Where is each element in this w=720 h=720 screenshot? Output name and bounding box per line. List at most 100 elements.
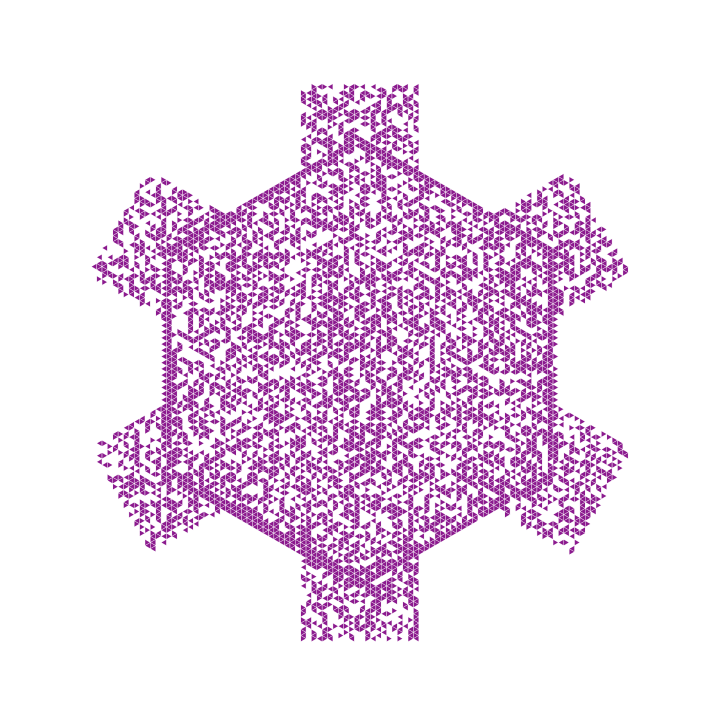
- lattice-triangle: [370, 154, 377, 162]
- lattice-triangle: [300, 256, 307, 264]
- lattice-triangle: [289, 306, 296, 314]
- lattice-triangle: [450, 427, 457, 435]
- lattice-triangle: [316, 210, 323, 218]
- lattice-triangle: [284, 343, 291, 351]
- lattice-triangle: [128, 464, 135, 472]
- lattice-triangle: [472, 337, 479, 345]
- lattice-triangle: [316, 148, 323, 156]
- lattice-triangle: [278, 418, 286, 426]
- lattice-triangle: [117, 430, 124, 438]
- lattice-triangle: [187, 294, 194, 302]
- lattice-triangle: [155, 486, 162, 494]
- lattice-triangle: [483, 219, 490, 227]
- lattice-triangle: [182, 269, 189, 277]
- lattice-triangle: [418, 480, 425, 488]
- lattice-triangle: [203, 501, 210, 509]
- lattice-triangle: [160, 232, 167, 240]
- lattice-triangle: [305, 601, 312, 608]
- lattice-triangle: [429, 188, 436, 196]
- lattice-triangle: [230, 458, 237, 466]
- lattice-triangle: [439, 365, 446, 373]
- lattice-triangle: [278, 517, 286, 525]
- lattice-triangle: [284, 415, 291, 422]
- lattice-triangle: [370, 244, 377, 252]
- lattice-triangle: [338, 111, 345, 119]
- lattice-triangle: [370, 101, 377, 109]
- lattice-triangle: [262, 312, 269, 320]
- lattice-triangle: [107, 449, 114, 457]
- lattice-triangle: [375, 483, 382, 491]
- lattice-triangle: [402, 179, 409, 187]
- lattice-triangle: [337, 157, 344, 165]
- lattice-triangle: [472, 325, 479, 333]
- lattice-triangle: [252, 284, 259, 292]
- lattice-triangle: [402, 294, 409, 302]
- lattice-triangle: [386, 449, 393, 457]
- lattice-triangle: [176, 408, 184, 416]
- lattice-triangle: [284, 229, 291, 236]
- lattice-triangle: [278, 483, 285, 491]
- lattice-triangle: [134, 222, 141, 230]
- lattice-triangle: [402, 359, 409, 367]
- lattice-triangle: [187, 489, 194, 497]
- lattice-triangle: [134, 235, 141, 243]
- lattice-triangle: [257, 353, 264, 360]
- lattice-triangle: [434, 368, 441, 376]
- lattice-triangle: [273, 359, 280, 367]
- lattice-triangle: [316, 266, 323, 274]
- lattice-triangle: [477, 362, 484, 370]
- lattice-triangle: [295, 477, 302, 484]
- lattice-triangle: [273, 328, 280, 336]
- lattice-triangle: [182, 520, 189, 528]
- lattice-triangle: [176, 278, 184, 286]
- lattice-triangle: [375, 297, 382, 305]
- lattice-triangle: [295, 359, 302, 367]
- lattice-triangle: [171, 461, 178, 469]
- lattice-triangle: [160, 334, 167, 342]
- lattice-triangle: [252, 266, 259, 274]
- lattice-triangle: [294, 269, 301, 277]
- lattice-triangle: [359, 318, 366, 326]
- lattice-triangle: [337, 442, 344, 450]
- lattice-triangle: [343, 306, 350, 314]
- lattice-triangle: [193, 430, 200, 438]
- lattice-triangle: [257, 467, 264, 475]
- lattice-triangle: [123, 452, 130, 460]
- lattice-triangle: [359, 114, 366, 122]
- lattice-triangle: [332, 331, 339, 339]
- lattice-triangle: [305, 154, 312, 162]
- lattice-triangle: [278, 424, 286, 432]
- lattice-triangle: [128, 424, 135, 432]
- lattice-triangle: [155, 464, 162, 472]
- lattice-triangle: [96, 253, 103, 261]
- lattice-triangle: [214, 408, 221, 416]
- lattice-triangle: [370, 371, 377, 379]
- lattice-triangle: [386, 229, 393, 236]
- lattice-triangle: [300, 294, 307, 302]
- lattice-triangle: [359, 446, 366, 453]
- lattice-triangle: [450, 390, 457, 398]
- lattice-triangle: [160, 532, 167, 540]
- lattice-triangle: [488, 433, 495, 441]
- lattice-triangle: [327, 601, 334, 608]
- lattice-triangle: [171, 297, 178, 305]
- lattice-triangle: [456, 377, 463, 385]
- lattice-triangle: [192, 278, 199, 286]
- lattice-triangle: [214, 328, 221, 336]
- lattice-triangle: [214, 508, 221, 515]
- lattice-triangle: [101, 244, 108, 252]
- lattice-triangle: [412, 585, 420, 593]
- lattice-triangle: [203, 291, 210, 298]
- lattice-triangle: [171, 198, 178, 205]
- lattice-triangle: [193, 455, 200, 463]
- lattice-triangle: [273, 229, 280, 236]
- lattice-triangle: [225, 287, 232, 295]
- lattice-triangle: [311, 139, 318, 147]
- lattice-triangle: [278, 455, 286, 463]
- lattice-triangle: [488, 356, 495, 364]
- lattice-triangle: [268, 418, 275, 426]
- lattice-triangle: [477, 269, 484, 277]
- lattice-triangle: [171, 188, 178, 196]
- lattice-triangle: [133, 263, 140, 271]
